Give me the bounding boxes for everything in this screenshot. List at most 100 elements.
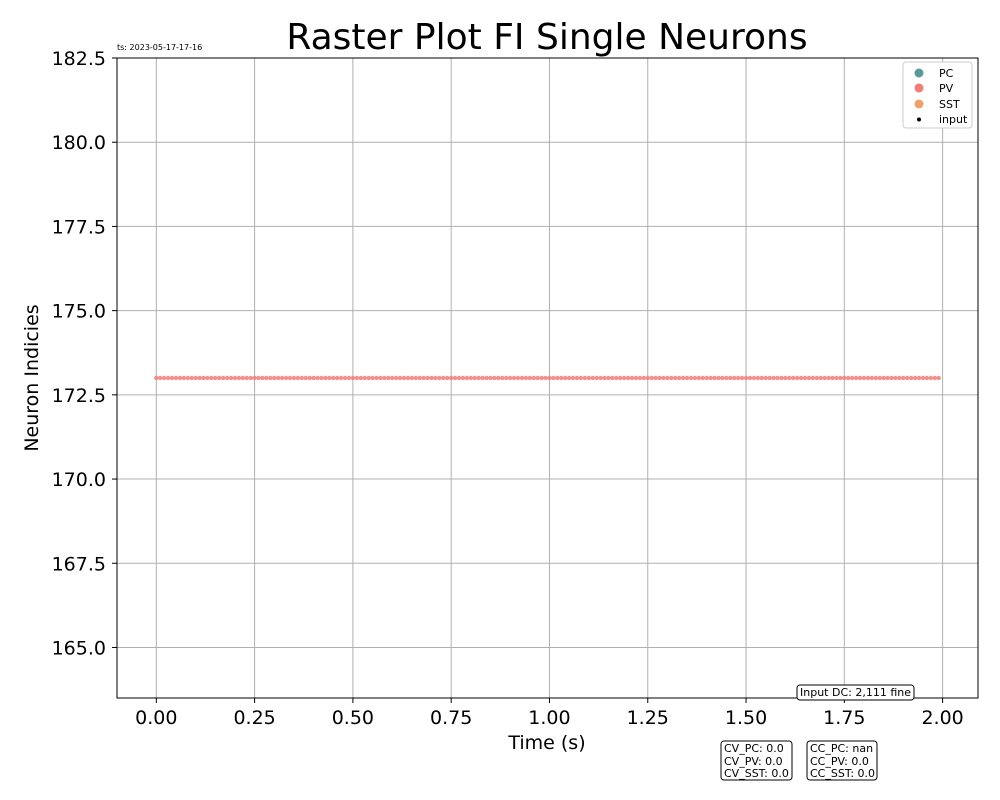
spike-point — [562, 375, 568, 381]
spike-point — [747, 375, 753, 381]
cc-annotation: CC_PC: nan CC_PV: 0.0 CC_SST: 0.0 — [806, 740, 878, 781]
spike-point — [358, 375, 363, 381]
x-tick-label: 0.25 — [233, 707, 275, 729]
spike-point — [331, 375, 336, 381]
spike-point — [794, 375, 800, 381]
spike-point — [830, 375, 835, 381]
spike-point — [657, 375, 662, 381]
spike-point — [362, 375, 367, 381]
x-tick-label: 1.50 — [725, 707, 767, 729]
spike-point — [696, 375, 702, 381]
spike-point — [511, 375, 517, 381]
spike-point — [279, 375, 285, 381]
spike-point — [220, 375, 226, 381]
x-tick-label: 1.00 — [528, 707, 570, 729]
spike-point — [857, 375, 863, 381]
spike-point — [456, 375, 462, 381]
spike-point — [342, 375, 348, 381]
spike-point — [905, 375, 910, 381]
x-tick-label: 0.00 — [135, 707, 177, 729]
spike-point — [236, 375, 242, 381]
spike-point — [366, 375, 371, 381]
spike-point — [413, 375, 418, 381]
spike-point — [350, 375, 356, 381]
spike-point — [437, 375, 442, 381]
spike-point — [755, 375, 761, 381]
spike-point — [504, 375, 509, 381]
spike-point — [185, 375, 190, 381]
spike-point — [370, 375, 375, 381]
spike-point — [374, 375, 379, 381]
y-tick-label: 177.5 — [52, 216, 106, 238]
spike-point — [452, 375, 458, 381]
spike-point — [846, 375, 851, 381]
spike-point — [217, 375, 222, 381]
spike-point — [429, 375, 434, 381]
spike-point — [684, 375, 690, 381]
spike-point — [629, 375, 635, 381]
spike-point — [724, 375, 729, 381]
spike-point — [775, 375, 780, 381]
spike-point — [928, 375, 934, 381]
cc-sst-text: CC_SST: 0.0 — [810, 767, 875, 780]
spike-point — [213, 375, 218, 381]
spike-point — [570, 375, 576, 381]
spike-point — [559, 375, 564, 381]
spike-point — [523, 375, 529, 381]
x-tick-label: 1.75 — [823, 707, 865, 729]
spike-point — [409, 375, 415, 381]
spike-point — [590, 375, 595, 381]
spike-point — [472, 375, 477, 381]
spike-point — [787, 375, 792, 381]
legend: PC PV SST input — [902, 61, 973, 129]
spike-point — [244, 375, 249, 381]
spike-point — [500, 375, 505, 381]
spike-point — [641, 375, 647, 381]
legend-label-pv: PV — [939, 82, 954, 95]
spike-point — [806, 375, 812, 381]
spike-point — [692, 375, 698, 381]
spike-point — [834, 375, 839, 381]
spike-point — [161, 375, 167, 381]
spike-point — [751, 375, 757, 381]
spike-point — [248, 375, 253, 381]
y-tick-label: 182.5 — [52, 48, 106, 70]
spike-point — [445, 375, 450, 381]
spike-point — [256, 375, 261, 381]
x-tick-label: 0.50 — [332, 707, 374, 729]
x-tick-label: 1.25 — [627, 707, 669, 729]
spike-point — [268, 375, 273, 381]
spike-point — [303, 375, 308, 381]
spike-point — [441, 375, 446, 381]
plot-frame — [116, 57, 979, 699]
spike-point — [189, 375, 194, 381]
spike-point — [386, 375, 391, 381]
spike-point — [908, 375, 914, 381]
legend-label-pc: PC — [939, 67, 954, 80]
spike-point — [791, 375, 796, 381]
spike-point — [382, 375, 387, 381]
spike-point — [728, 375, 733, 381]
spike-point — [645, 375, 650, 381]
legend-marker-pc — [914, 68, 924, 78]
spike-point — [224, 375, 230, 381]
spike-point — [885, 375, 890, 381]
spike-point — [602, 375, 607, 381]
spike-point — [476, 375, 481, 381]
input-dc-box — [796, 684, 915, 701]
spike-point — [673, 375, 678, 381]
spike-point — [869, 375, 875, 381]
spike-point — [264, 375, 269, 381]
spike-point — [680, 375, 686, 381]
spike-point — [853, 375, 859, 381]
y-tick-label: 165.0 — [52, 637, 106, 659]
spike-point — [732, 375, 737, 381]
spike-point — [598, 375, 603, 381]
spike-point — [547, 375, 552, 381]
spike-point — [621, 375, 627, 381]
spike-point — [936, 375, 941, 381]
cv-pv-text: CV_PV: 0.0 — [724, 755, 783, 768]
spike-point — [260, 375, 265, 381]
spike-point — [625, 375, 631, 381]
x-axis-label: Time (s) — [507, 732, 585, 754]
